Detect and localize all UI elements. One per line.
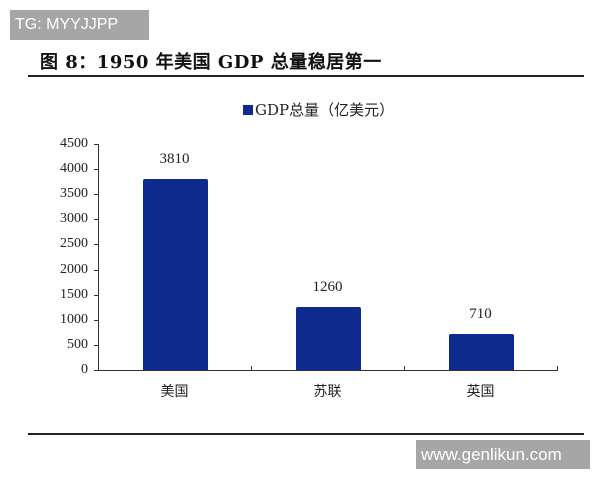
y-tick [94,370,99,371]
bottom-divider [28,433,584,435]
x-axis [98,370,558,371]
category-label: 英国 [466,384,495,400]
y-tick [94,219,99,221]
y-tick [94,194,99,196]
x-tick [251,366,252,371]
y-axis [98,144,99,371]
y-tick-label: 1000 [60,311,88,327]
bar-0 [142,178,208,370]
legend-swatch [243,104,253,115]
y-tick [94,144,99,145]
y-tick [94,294,99,296]
legend: GDP总量（亿美元） [243,99,394,120]
y-tick-label: 1500 [60,286,88,302]
watermark-top: TG: MYYJJPP [10,10,149,40]
category-label: 苏联 [313,384,342,400]
value-label: 1260 [312,278,343,295]
y-tick [94,244,99,246]
y-tick-label: 4500 [60,136,88,151]
y-tick-label: 3000 [60,211,88,227]
y-tick [94,344,99,346]
y-tick-label: 2000 [60,261,88,277]
value-label: 3810 [159,150,190,167]
bar-2 [448,334,514,370]
top-divider [28,75,584,77]
bar-1 [295,306,361,370]
watermark-bottom: www.genlikun.com [416,440,590,469]
y-tick [94,269,99,271]
value-label: 710 [469,306,492,323]
y-tick-label: 2500 [60,236,88,252]
category-label: 美国 [160,384,189,400]
y-tick-label: 4000 [60,161,88,177]
x-tick [557,366,558,371]
y-tick-label: 0 [81,362,88,377]
y-tick [94,319,99,321]
legend-label: GDP总量（亿美元） [255,101,395,119]
y-tick [94,169,99,171]
y-tick-label: 3500 [60,186,88,202]
x-tick [404,366,405,371]
chart-title: 图 8：1950 年美国 GDP 总量稳居第一 [40,52,382,73]
y-tick-label: 500 [67,336,88,352]
